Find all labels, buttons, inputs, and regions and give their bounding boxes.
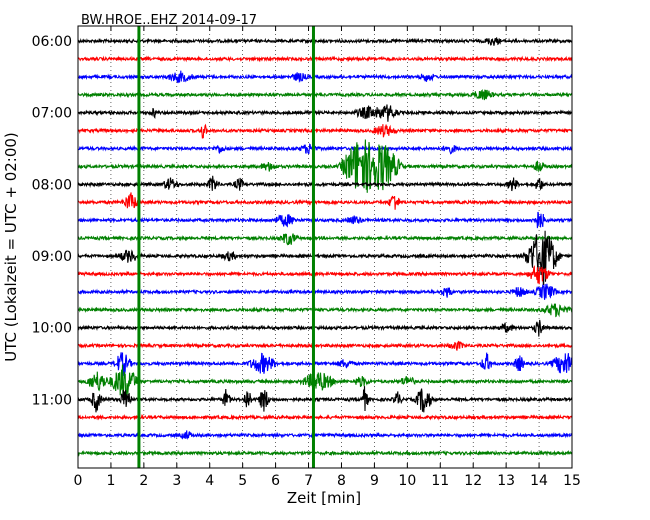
x-tick-label-6: 6 bbox=[271, 473, 280, 489]
trace-row-3 bbox=[77, 89, 573, 101]
trace-row-10 bbox=[77, 211, 573, 229]
trace-row-17 bbox=[77, 340, 573, 351]
trace-row-8 bbox=[77, 175, 573, 192]
y-tick-label-08:00: 08:00 bbox=[32, 177, 72, 193]
x-tick-label-2: 2 bbox=[139, 473, 148, 489]
trace-row-9 bbox=[77, 192, 573, 210]
x-tick-label-10: 10 bbox=[398, 473, 416, 489]
trace-row-12 bbox=[77, 230, 573, 286]
trace-row-4 bbox=[77, 104, 573, 122]
y-tick-label-07:00: 07:00 bbox=[32, 106, 72, 122]
trace-row-7 bbox=[77, 139, 573, 193]
x-tick-label-11: 11 bbox=[431, 473, 449, 489]
trace-row-1 bbox=[77, 55, 573, 63]
plot-frame bbox=[77, 25, 573, 469]
x-tick-label-3: 3 bbox=[172, 473, 181, 489]
x-tick-label-0: 0 bbox=[74, 473, 83, 489]
plot-area: 0 1 2 3 4 5 6 7 8 9 10 11 12 13 14 1506:0007:0008:0009:… bbox=[32, 25, 581, 489]
x-tick-label-7: 7 bbox=[304, 473, 313, 489]
trace-row-2 bbox=[77, 70, 573, 84]
x-tick-label-15: 15 bbox=[563, 473, 581, 489]
trace-row-20 bbox=[77, 386, 573, 413]
y-axis-label: UTC (Lokalzeit = UTC + 02:00) bbox=[2, 132, 20, 362]
x-tick-label-9: 9 bbox=[370, 473, 379, 489]
trace-row-19 bbox=[77, 364, 573, 398]
x-tick-label-8: 8 bbox=[337, 473, 346, 489]
x-tick-label-5: 5 bbox=[238, 473, 247, 489]
x-tick-label-4: 4 bbox=[205, 473, 214, 489]
chart-title: BW.HROE..EHZ 2014-09-17 bbox=[81, 13, 257, 28]
trace-row-23 bbox=[77, 449, 573, 457]
trace-row-18 bbox=[77, 352, 573, 377]
x-tick-label-1: 1 bbox=[106, 473, 115, 489]
y-tick-label-11:00: 11:00 bbox=[32, 392, 72, 408]
x-tick-label-12: 12 bbox=[464, 473, 482, 489]
trace-row-16 bbox=[77, 319, 573, 337]
trace-row-11 bbox=[77, 233, 573, 246]
x-tick-label-13: 13 bbox=[497, 473, 515, 489]
trace-row-15 bbox=[77, 303, 573, 318]
trace-row-5 bbox=[77, 123, 573, 139]
y-tick-label-06:00: 06:00 bbox=[32, 34, 72, 50]
x-tick-label-14: 14 bbox=[530, 473, 548, 489]
trace-row-21 bbox=[77, 413, 573, 421]
y-tick-label-09:00: 09:00 bbox=[32, 249, 72, 265]
trace-row-6 bbox=[77, 143, 573, 155]
trace-row-22 bbox=[77, 430, 573, 441]
x-axis-label: Zeit [min] bbox=[287, 489, 361, 507]
y-tick-label-10:00: 10:00 bbox=[32, 321, 72, 337]
trace-row-14 bbox=[77, 283, 573, 300]
trace-row-13 bbox=[77, 265, 573, 285]
trace-row-0 bbox=[77, 37, 573, 46]
